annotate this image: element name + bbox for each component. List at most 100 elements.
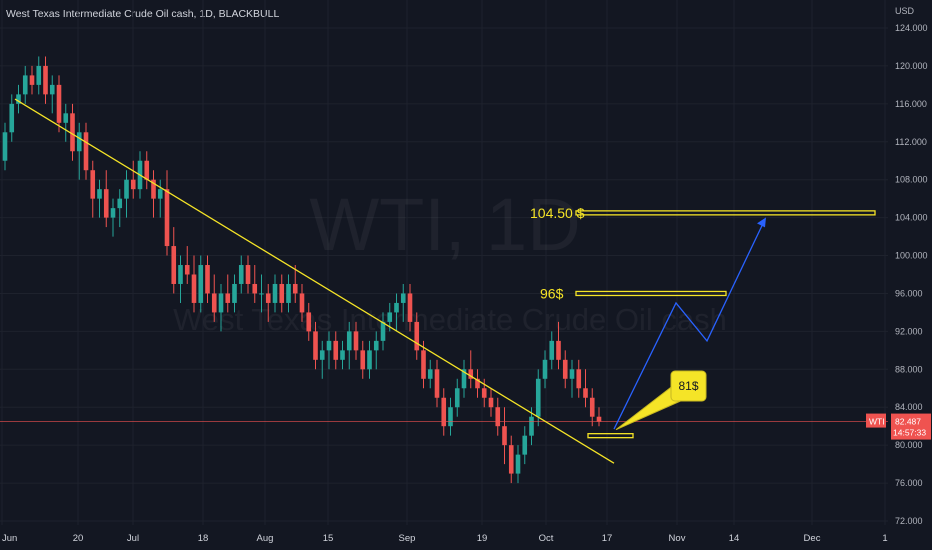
candle (36, 56, 42, 95)
candle (225, 274, 231, 313)
candle (9, 94, 15, 142)
candle (434, 359, 440, 408)
callout-label: 81$ (678, 379, 698, 393)
candle (333, 331, 339, 370)
candle (556, 321, 561, 370)
candle (124, 170, 129, 218)
candle (286, 274, 291, 313)
candle (542, 350, 548, 389)
y-tick-label: 72.000 (895, 516, 923, 526)
candle (299, 283, 305, 322)
candle (488, 388, 494, 417)
x-tick-label: Jun (2, 533, 17, 544)
x-tick-label: 15 (323, 533, 334, 544)
candle (198, 255, 204, 313)
candle (2, 122, 8, 171)
y-tick-label: 104.000 (895, 213, 928, 223)
candle (184, 246, 190, 284)
candle (319, 340, 325, 379)
candle (265, 283, 271, 322)
price-axis[interactable]: 124.000 120.000 116.000 112.000 108.000 104.0… (895, 23, 928, 526)
candle (306, 302, 312, 341)
candle (117, 189, 123, 228)
y-tick-label: 100.000 (895, 251, 928, 261)
candle (103, 170, 109, 228)
candle (191, 255, 197, 313)
candle (76, 122, 82, 180)
candle (421, 340, 426, 389)
target-2-zone (575, 290, 727, 297)
candle (394, 293, 399, 332)
projection-arrowhead-icon (757, 217, 766, 228)
candle (326, 331, 332, 370)
candle (367, 340, 372, 379)
candle (70, 103, 75, 161)
candle (49, 75, 55, 114)
candle (340, 340, 345, 370)
candle (515, 445, 521, 484)
y-tick-label: 80.000 (895, 440, 923, 450)
watermark-symbol: WTI, 1D (309, 183, 580, 266)
candle (151, 170, 156, 218)
x-tick-label: 1 (882, 533, 887, 544)
last-price-value: 82.487 (895, 417, 921, 427)
x-tick-label: 18 (198, 533, 209, 544)
currency-label: USD (895, 6, 915, 16)
candle (353, 321, 359, 360)
candle (83, 122, 89, 180)
x-tick-label: 19 (477, 533, 488, 544)
candle (232, 274, 237, 313)
y-tick-label: 84.000 (895, 402, 923, 412)
candle (245, 255, 251, 294)
candle (475, 369, 480, 398)
candle (576, 359, 582, 398)
chart-title: West Texas Intermediate Crude Oil cash, … (6, 8, 280, 20)
candle (279, 274, 285, 313)
support-zone (587, 433, 634, 439)
downtrend-line (14, 98, 615, 464)
target-1-label: 104.50 $ (530, 205, 585, 221)
candle (252, 265, 258, 303)
y-tick-label: 112.000 (895, 137, 927, 147)
x-tick-label: Oct (539, 533, 554, 544)
candle (448, 397, 453, 436)
y-tick-label: 120.000 (895, 61, 928, 71)
x-tick-label: Nov (669, 533, 686, 544)
candle (481, 378, 487, 408)
target-1-zone (575, 210, 876, 216)
candle (495, 397, 501, 436)
candle (16, 84, 21, 114)
candle (110, 198, 116, 237)
candle (414, 312, 420, 360)
candle (56, 75, 62, 133)
bar-countdown: 14:57:33 (893, 428, 926, 438)
candle (63, 103, 69, 142)
candle (441, 388, 447, 436)
y-tick-label: 108.000 (895, 175, 928, 185)
callout-box (670, 370, 707, 402)
symbol-tag-label: WTI (869, 417, 885, 427)
candle (22, 65, 28, 104)
candle (97, 179, 102, 218)
x-tick-label: Aug (257, 533, 274, 544)
time-axis[interactable]: Jun 20 Jul 18 Aug 15 Sep 19 Oct 17 Nov 14 Dec 1 (2, 533, 888, 544)
candle (562, 350, 568, 389)
candle (427, 359, 433, 389)
candle (211, 274, 217, 322)
last-price-tag (891, 413, 931, 440)
candle (178, 255, 183, 303)
x-tick-label: Dec (804, 533, 821, 544)
symbol-tag (866, 413, 886, 428)
candle (313, 321, 318, 370)
y-tick-label: 116.000 (895, 99, 927, 109)
candle (144, 151, 150, 190)
candle (522, 426, 528, 465)
candle (272, 274, 278, 313)
candle (502, 407, 507, 465)
candle (292, 265, 298, 303)
candle (589, 388, 595, 427)
x-tick-label: Sep (399, 533, 416, 544)
candle (468, 350, 474, 389)
candle (164, 170, 170, 256)
